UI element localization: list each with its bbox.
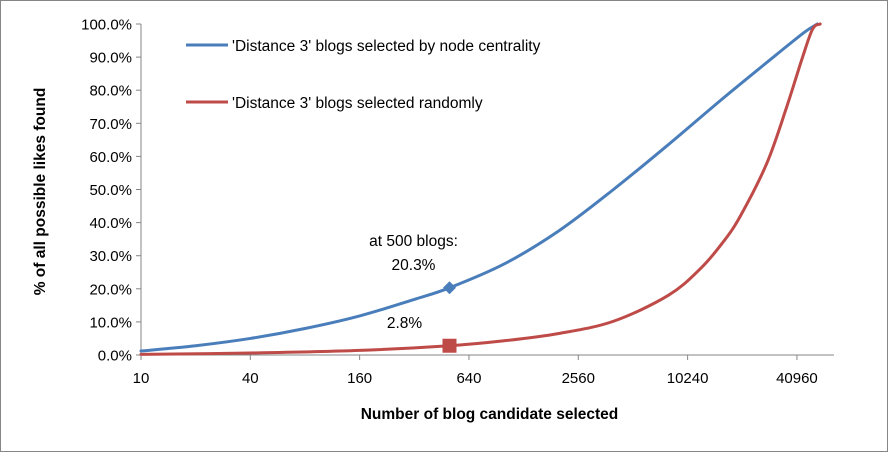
x-tick-label-640: 640 [456,370,481,387]
y-tick-label-20: 20.0% [89,281,132,298]
y-tick-label-80: 80.0% [89,83,132,100]
series-line-random [139,22,822,356]
annotation-blue-line-2: 20.3% [392,257,436,274]
y-tick-label-90: 90.0% [89,50,132,67]
y-axis-title: % of all possible likes found [32,88,49,296]
y-tick-label-60: 60.0% [89,149,132,166]
legend: 'Distance 3' blogs selected by node cent… [186,38,541,112]
marker-centrality-500 [443,281,457,295]
y-ticks-group: 0.0% 10.0% 20.0% 30.0% 40.0% 50.0% 60.0% 70.0% 8… [81,17,141,365]
x-tick-label-10: 10 [133,370,150,387]
y-tick-label-70: 70.0% [89,116,132,133]
y-tick-label-0: 0.0% [98,348,132,365]
annotation-blue-line-1: at 500 blogs: [369,233,458,250]
x-tick-label-160: 160 [347,370,372,387]
marker-layer [442,281,457,353]
series-layer [139,22,822,356]
marker-random-500 [442,338,457,353]
y-tick-label-10: 10.0% [89,314,132,331]
x-tick-label-10240: 10240 [667,370,709,387]
legend-label-centrality: 'Distance 3' blogs selected by node cent… [232,38,541,55]
y-tick-label-30: 30.0% [89,248,132,265]
y-tick-label-100: 100.0% [81,17,132,34]
y-tick-label-40: 40.0% [89,215,132,232]
axes-group [140,24,834,356]
series-line-centrality [139,22,819,353]
x-axis-title: Number of blog candidate selected [361,406,619,423]
annotation-red-line-1: 2.8% [387,315,423,332]
x-tick-label-40: 40 [242,370,259,387]
legend-label-random: 'Distance 3' blogs selected randomly [232,95,483,112]
y-tick-label-50: 50.0% [89,182,132,199]
x-ticks-group: 10 40 160 640 2560 10240 40960 [133,355,818,387]
x-tick-label-2560: 2560 [562,370,595,387]
x-tick-label-40960: 40960 [776,370,818,387]
